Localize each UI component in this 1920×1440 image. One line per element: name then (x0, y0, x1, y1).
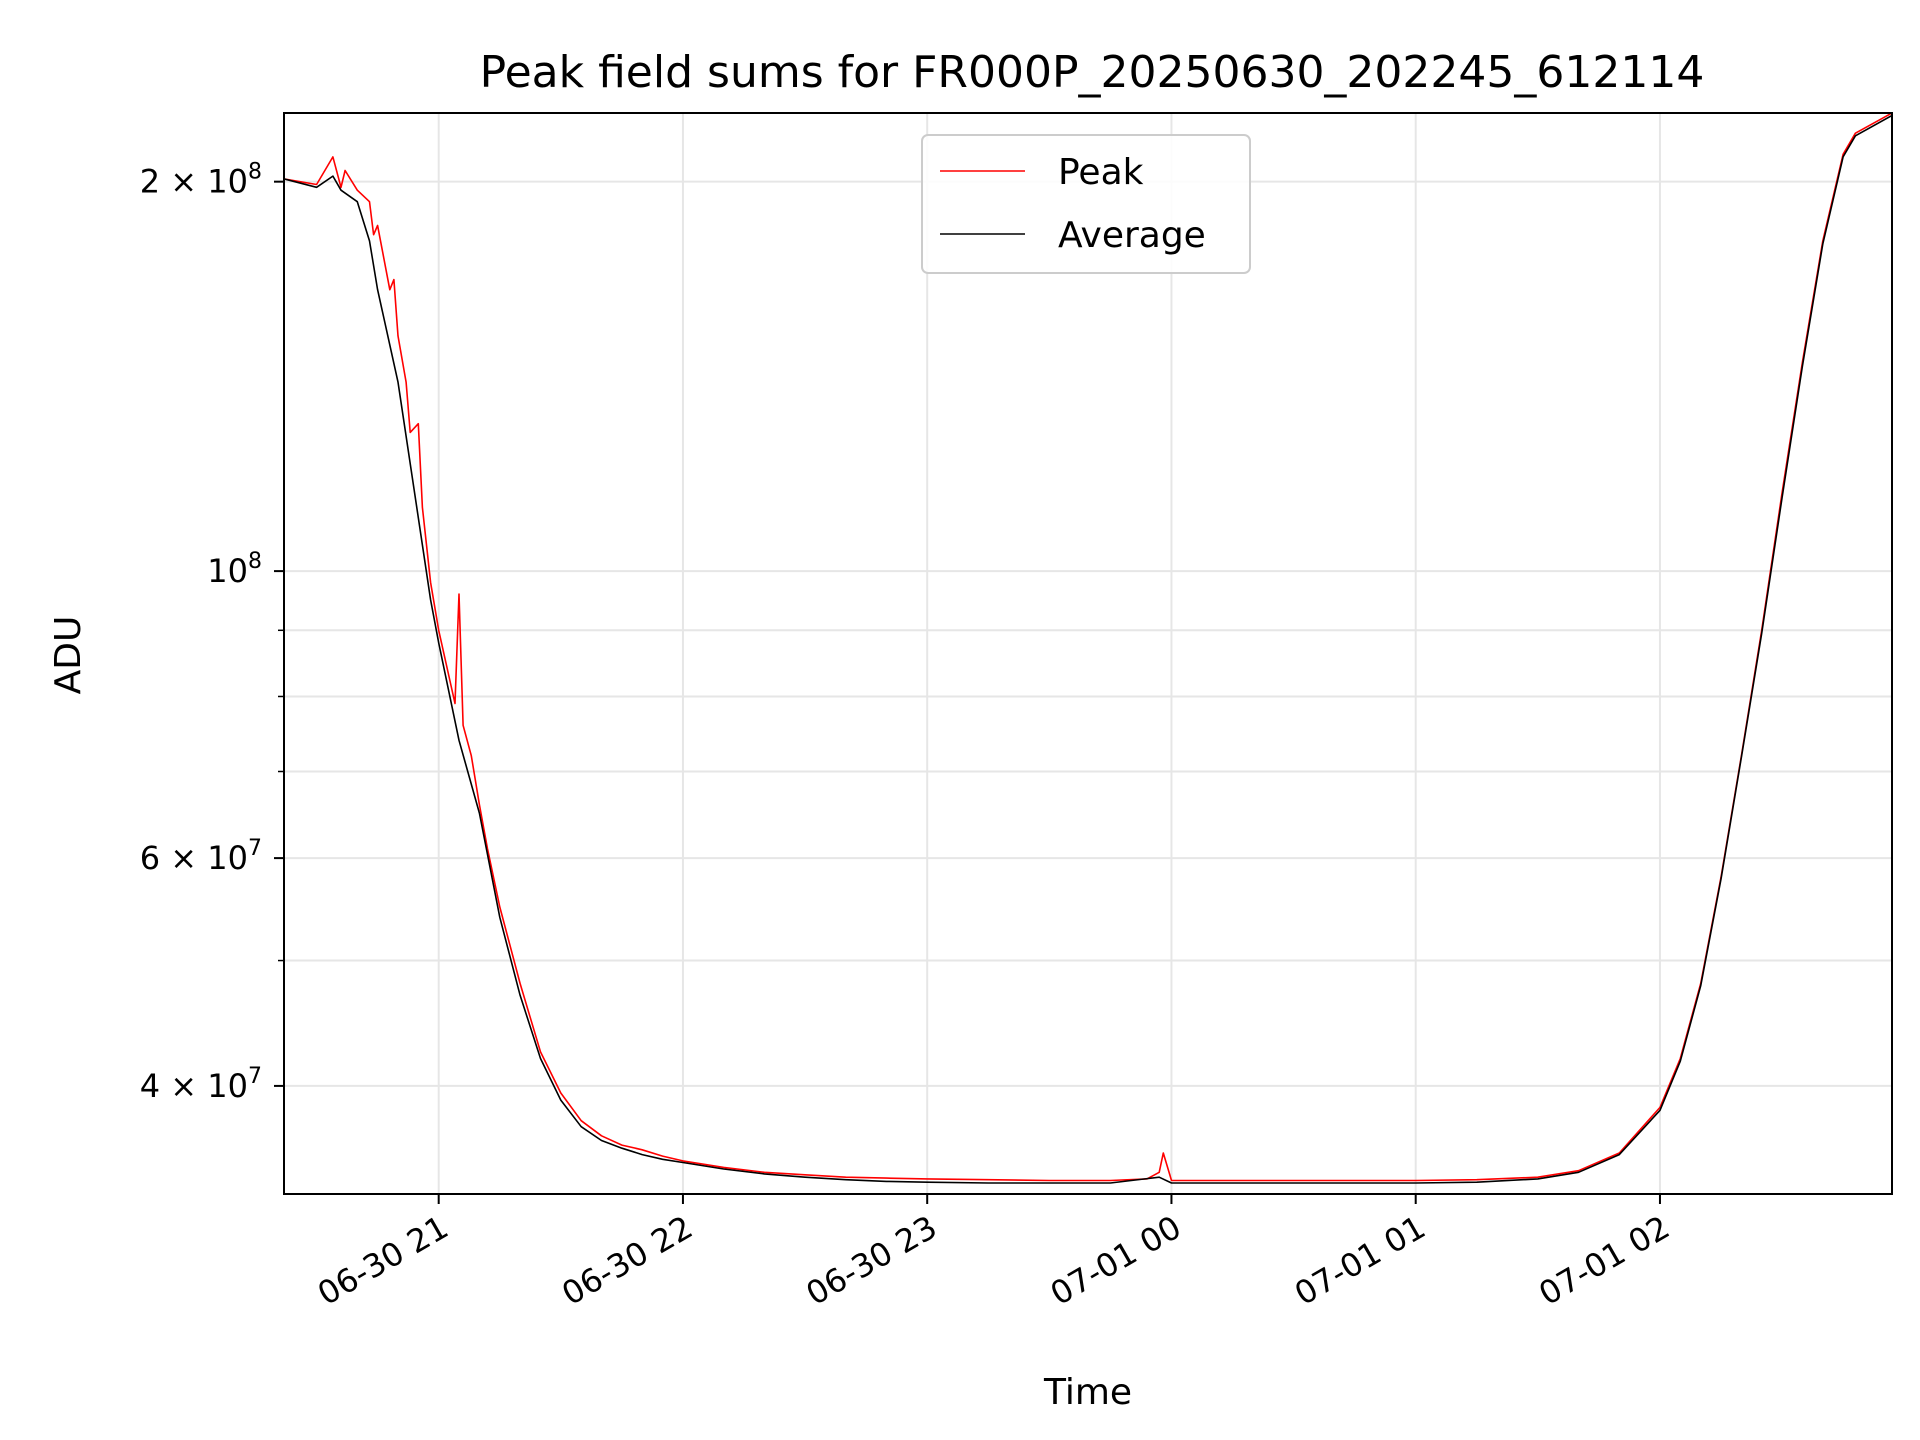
legend: Peak Average (921, 134, 1251, 274)
y-axis: 4 × 107 6 × 107 108 2 × 108 (140, 160, 284, 1105)
y-axis-label: ADU (48, 616, 89, 695)
y-tick-label: 108 (207, 549, 262, 590)
y-tick-label: 6 × 107 (140, 836, 262, 877)
series-layer (284, 113, 1892, 1184)
legend-box (921, 134, 1251, 274)
y-tick-label: 4 × 107 (140, 1064, 262, 1105)
series-line-average (284, 114, 1892, 1184)
y-tick-label: 2 × 108 (140, 160, 262, 201)
legend-average-label: Average (1058, 215, 1206, 256)
chart-title: Peak field sums for FR000P_20250630_2022… (480, 47, 1705, 98)
legend-peak-label: Peak (1058, 152, 1144, 193)
x-axis-label: Time (1043, 1372, 1132, 1413)
series-line-peak (284, 113, 1892, 1182)
plot-frame (283, 112, 1893, 1195)
